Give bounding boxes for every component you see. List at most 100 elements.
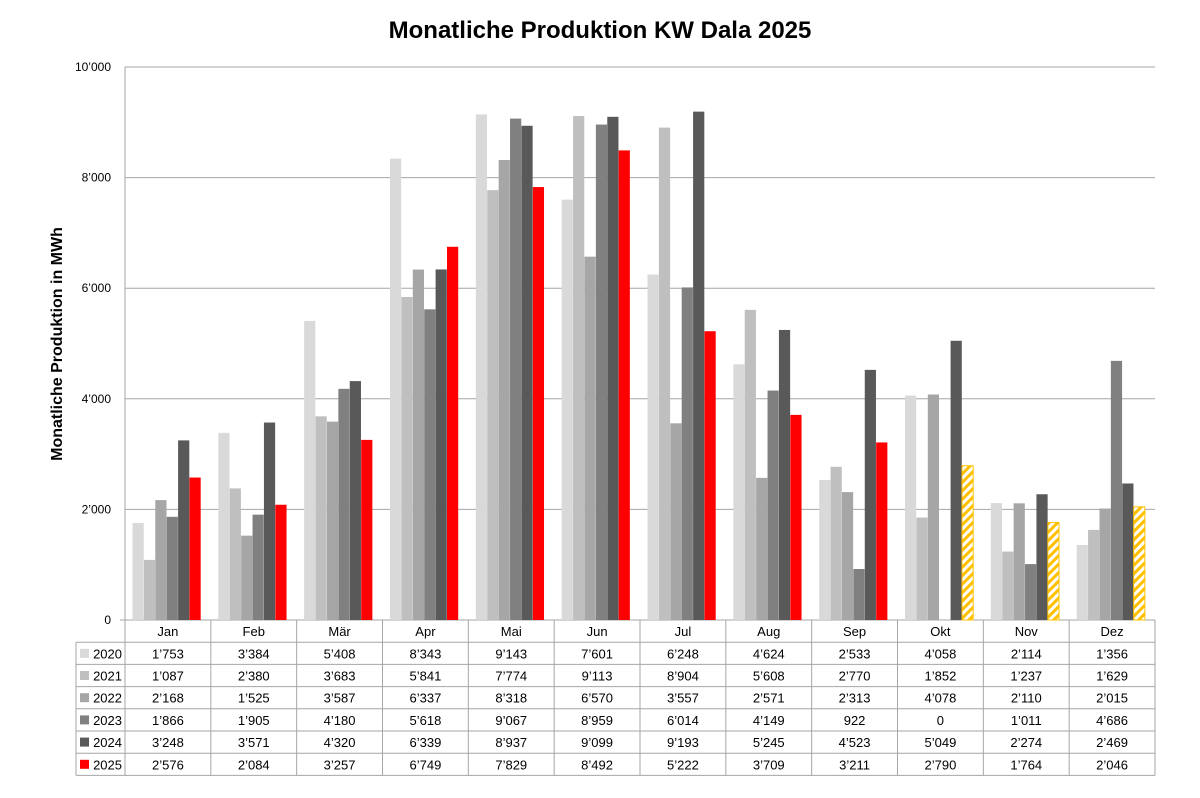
data-label: 1’764 [1010,757,1042,772]
x-tick-label: Mai [501,624,522,639]
bar-2024-Jan [178,440,190,620]
bar-2022-Jun [584,256,596,620]
data-label: 2’015 [1096,691,1128,706]
data-label: 3’248 [152,735,184,750]
bar-2025-Jul [704,331,716,620]
data-label: 3’587 [324,691,356,706]
data-label: 8’937 [495,735,527,750]
data-label: 1’866 [152,713,184,728]
bar-2024-Jun [607,116,619,620]
bar-2023-Jan [166,516,178,620]
bar-2023-Jun [595,124,608,621]
data-label: 3’257 [324,757,356,772]
y-tick-label: 8’000 [82,171,112,185]
x-tick-label: Dez [1101,624,1124,639]
data-label: 3’571 [238,735,270,750]
bar-2021-Apr [401,296,413,620]
bar-2024-Feb [263,422,276,620]
data-label: 2’046 [1096,757,1128,772]
bar-2025-Nov [1047,521,1060,621]
data-label: 6’248 [667,646,699,661]
bar-2022-Dez [1099,508,1111,620]
bar-2024-Dez [1122,483,1134,620]
data-label: 8’959 [581,713,613,728]
y-axis-label: Monatliche Produktion in MWh [49,227,66,461]
data-label: 9’143 [495,646,527,661]
data-label: 6’014 [667,713,699,728]
y-tick-label: 0 [104,613,111,627]
bar-2021-Okt [916,517,928,620]
bar-2021-Jul [658,127,671,621]
y-tick-label: 6’000 [82,281,112,295]
data-label: 2’274 [1010,735,1042,750]
x-tick-label: Jun [587,624,608,639]
data-label: 2’380 [238,669,270,684]
legend-label: 2020 [93,646,122,661]
bar-2020-Okt [905,395,917,620]
bar-2024-Nov [1036,494,1048,620]
bar-2021-Sep [830,466,842,620]
legend-swatch-2022 [80,693,89,703]
x-tick-label: Jan [157,624,178,639]
data-label: 2’114 [1011,646,1042,661]
data-label: 9’067 [495,713,527,728]
bar-2022-Feb [241,535,253,620]
data-label: 3’683 [324,669,356,684]
data-label: 5’408 [324,646,356,661]
bar-2022-Aug [756,477,768,620]
bar-2021-Aug [744,309,756,620]
bar-2020-Jul [647,274,659,620]
data-label: 2’084 [238,757,270,772]
data-label: 2’168 [152,691,184,706]
data-label: 9’113 [582,669,613,684]
data-label: 5’245 [753,735,785,750]
bar-2020-Apr [390,158,402,621]
bar-2022-Apr [412,269,424,620]
x-tick-label: Feb [243,624,265,639]
data-label: 2’790 [925,757,957,772]
data-label: 1’525 [238,691,270,706]
legend-swatch-2024 [80,737,89,747]
bar-2020-Dez [1076,545,1088,620]
data-label: 6’749 [410,757,442,772]
data-label: 7’774 [495,669,527,684]
legend-swatch-2025 [80,759,89,769]
data-label: 5’608 [753,669,785,684]
legend-label: 2021 [93,669,122,684]
data-label: 2’770 [839,669,871,684]
x-tick-label: Apr [415,624,436,639]
data-label: 0 [937,713,944,728]
bar-2024-Jul [693,111,705,620]
data-label: 922 [844,713,866,728]
data-label: 4’523 [839,735,871,750]
data-label: 1’629 [1096,669,1128,684]
bar-2022-Mär [326,421,339,620]
bar-2020-Nov [990,503,1003,620]
x-tick-label: Okt [930,624,951,639]
data-label: 8’492 [581,757,613,772]
bar-2021-Feb [229,488,241,620]
data-label: 4’078 [925,691,957,706]
bar-2021-Jun [573,116,585,621]
data-label: 1’753 [152,646,184,661]
y-tick-label: 10’000 [75,60,111,74]
bar-2025-Feb [275,504,287,620]
bar-2023-Sep [853,569,865,620]
data-label: 5’222 [667,757,699,772]
bar-2020-Jan [132,523,144,620]
bar-2020-Feb [218,432,230,620]
data-label: 7’601 [581,646,613,661]
data-label: 1’237 [1010,669,1042,684]
legend-label: 2023 [93,713,122,728]
legend-label: 2024 [93,735,122,750]
bar-2020-Aug [733,364,745,620]
bar-2024-Sep [864,369,876,620]
legend-swatch-2023 [80,715,89,725]
data-label: 6’570 [581,691,613,706]
data-label: 7’829 [495,757,527,772]
bar-2021-Nov [1002,551,1014,620]
legend-swatch-2021 [80,671,89,680]
bar-2025-Jan [189,477,201,620]
bar-2025-Apr [447,246,459,620]
bar-2024-Aug [778,329,791,620]
